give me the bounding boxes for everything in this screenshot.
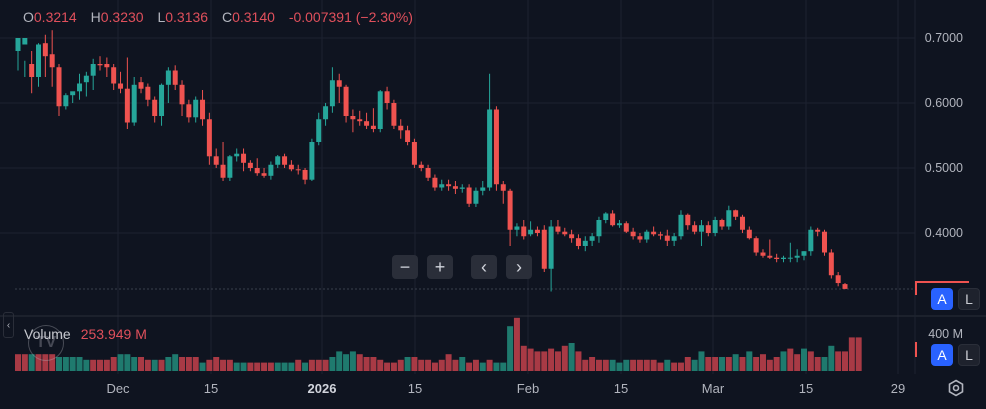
minus-icon: − [399, 256, 411, 277]
high-label: H [90, 9, 101, 25]
price-auto-scale-button[interactable]: A [931, 288, 953, 310]
tradingview-logo-icon: TV [28, 325, 64, 361]
time-tick-feb: Feb [516, 381, 540, 396]
price-log-scale-button[interactable]: L [958, 288, 980, 310]
chevron-left-icon: ‹ [481, 256, 487, 277]
zoom-out-button[interactable]: − [392, 255, 418, 279]
close-value: 0.3140 [232, 9, 275, 25]
zoom-in-button[interactable]: + [427, 255, 453, 279]
time-tick-dec-15: 15 [203, 381, 219, 396]
chevron-right-icon: › [516, 256, 522, 277]
open-value: 0.3214 [33, 9, 77, 25]
plus-icon: + [434, 256, 446, 277]
time-tick-29: 29 [890, 381, 906, 396]
time-tick-feb-15: 15 [613, 381, 629, 396]
volume-log-scale-button[interactable]: L [958, 344, 980, 366]
volume-tick-0: 400 M [928, 327, 963, 341]
collapse-pane-button[interactable]: ‹ [3, 312, 14, 338]
scroll-left-button[interactable]: ‹ [471, 255, 497, 279]
high-value: 0.3230 [100, 9, 144, 25]
volume-value: 253.949 M [80, 326, 147, 342]
chevron-left-icon: ‹ [6, 319, 11, 331]
time-tick-2026: 2026 [307, 381, 337, 396]
price-tick-0: 0.7000 [924, 31, 963, 45]
scroll-right-button[interactable]: › [506, 255, 532, 279]
time-tick-jan-15: 15 [407, 381, 423, 396]
low-value: 0.3136 [165, 9, 209, 25]
time-tick-dec: Dec [106, 381, 130, 396]
ohlc-legend: O0.3214 H0.3230 L0.3136 C0.3140 -0.00739… [23, 9, 423, 25]
time-tick-mar: Mar [701, 381, 725, 396]
close-label: C [221, 9, 233, 25]
price-tick-1: 0.6000 [924, 96, 963, 110]
low-label: L [157, 9, 166, 25]
volume-auto-scale-button[interactable]: A [931, 344, 953, 366]
price-tick-2: 0.5000 [924, 161, 963, 175]
time-tick-mar-15: 15 [798, 381, 814, 396]
price-tick-3: 0.4000 [924, 226, 963, 240]
open-label: O [23, 9, 34, 25]
settings-gear-icon[interactable] [947, 379, 965, 397]
change-value: -0.007391 (−2.30%) [288, 9, 413, 25]
